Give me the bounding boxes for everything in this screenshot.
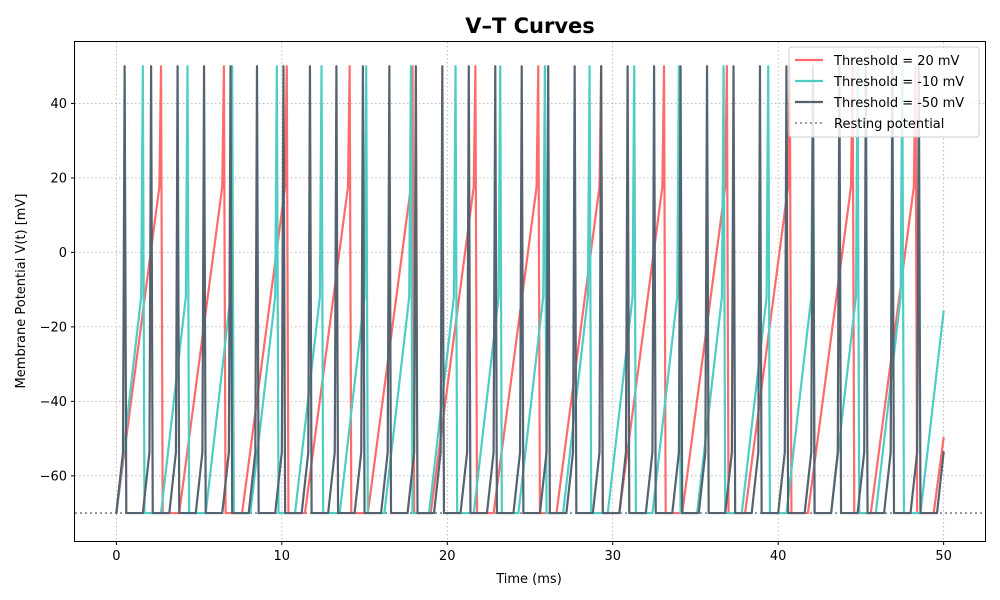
chart-title: V–T Curves <box>465 14 595 38</box>
tick-layer: 0 10 20 30 40 50 −60 −40 −20 0 20 40 <box>40 97 952 564</box>
x-tick-label: 30 <box>604 549 621 564</box>
y-tick-label: −40 <box>40 395 67 410</box>
x-tick-label: 40 <box>770 549 787 564</box>
legend-box <box>788 46 980 138</box>
series-line-2 <box>115 65 945 515</box>
data-layer <box>75 65 985 515</box>
x-tick-label: 50 <box>935 549 952 564</box>
plot-frame <box>74 41 986 542</box>
y-tick-label: −60 <box>40 469 67 484</box>
x-tick-label: 0 <box>112 549 120 564</box>
legend: Threshold = 20 mV Threshold = -10 mV Thres… <box>788 46 980 138</box>
series-line-0 <box>115 65 945 515</box>
y-axis-label: Membrane Potential V(t) [mV] <box>14 194 29 389</box>
legend-label-2: Threshold = -50 mV <box>833 96 964 111</box>
y-tick-label: 0 <box>59 246 67 261</box>
x-axis-label: Time (ms) <box>495 572 562 587</box>
series-line-1 <box>115 65 945 515</box>
x-tick-label: 10 <box>274 549 291 564</box>
y-tick-label: 20 <box>50 171 67 186</box>
legend-label-reference: Resting potential <box>834 117 944 132</box>
y-tick-label: 40 <box>50 97 67 112</box>
y-tick-label: −20 <box>40 320 67 335</box>
x-tick-label: 20 <box>439 549 456 564</box>
legend-label-1: Threshold = -10 mV <box>833 75 964 90</box>
legend-label-0: Threshold = 20 mV <box>833 54 960 69</box>
